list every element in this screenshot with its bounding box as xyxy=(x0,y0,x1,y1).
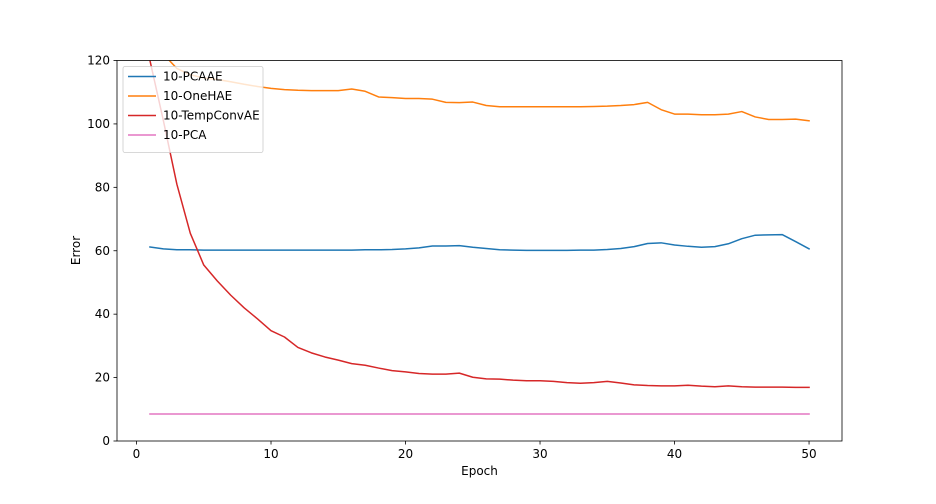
x-axis-title: Epoch xyxy=(461,464,498,478)
x-tick-label: 30 xyxy=(532,447,547,461)
legend: 10-PCAAE 10-OneHAE 10-TempConvAE 10-PCA xyxy=(122,66,264,153)
x-tick-label: 50 xyxy=(801,447,816,461)
x-tick-label: 10 xyxy=(263,447,278,461)
y-tick-label: 40 xyxy=(95,307,110,321)
y-axis-title: Error xyxy=(69,236,83,265)
x-tick-label: 20 xyxy=(398,447,413,461)
legend-label: 10-PCA xyxy=(163,128,207,142)
series-line-10-pcaae xyxy=(149,233,811,252)
x-tick-label: 0 xyxy=(133,447,141,461)
legend-label: 10-PCAAE xyxy=(163,70,223,84)
x-tick-label: 40 xyxy=(667,447,682,461)
y-tick-label: 80 xyxy=(95,180,110,194)
y-tick-label: 100 xyxy=(87,117,110,131)
legend-label: 10-TempConvAE xyxy=(163,109,260,123)
y-tick-label: 120 xyxy=(87,54,110,68)
series-line-10-tempconvae xyxy=(149,60,810,389)
y-tick-label: 60 xyxy=(95,244,110,258)
y-tick-label: 20 xyxy=(95,371,110,385)
legend-label: 10-OneHAE xyxy=(163,89,232,103)
legend-box xyxy=(122,66,264,153)
y-tick-label: 0 xyxy=(102,434,110,448)
